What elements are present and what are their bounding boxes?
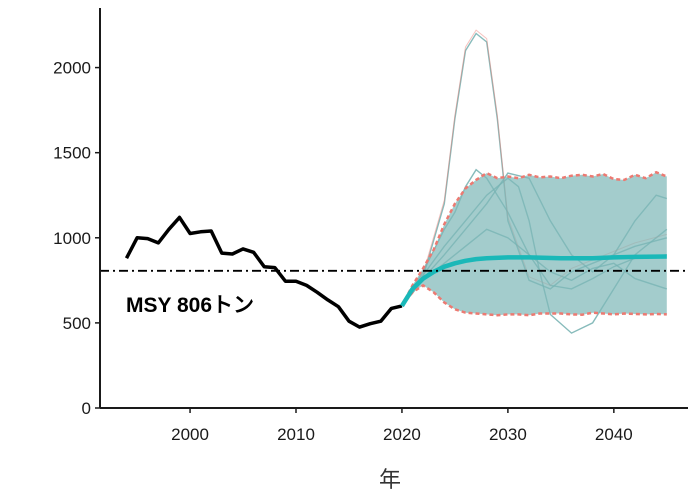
observed-series-line	[124, 215, 403, 329]
band-lower-edge	[400, 283, 667, 317]
x-tick-label-2020: 2020	[383, 425, 421, 444]
x-axis-label: 年	[379, 467, 401, 492]
y-tick-label-2000: 2000	[53, 59, 91, 78]
projection-band	[401, 172, 667, 316]
y-tick-label-500: 500	[63, 314, 91, 333]
x-tick-label-2010: 2010	[277, 425, 315, 444]
x-tick-label-2030: 2030	[489, 425, 527, 444]
msy-label: MSY 806トン	[126, 294, 254, 317]
y-tick-label-1500: 1500	[53, 144, 91, 163]
projection-median-line	[399, 254, 667, 308]
x-tick-label-2000: 2000	[171, 425, 209, 444]
y-tick-label-1000: 1000	[53, 229, 91, 248]
axes-group	[99, 8, 688, 409]
ticks-group: 0 500 1000 1500 2000 2000 2010 2020 2030 2040	[53, 59, 633, 444]
y-tick-label-0: 0	[82, 399, 91, 418]
x-tick-label-2040: 2040	[595, 425, 633, 444]
